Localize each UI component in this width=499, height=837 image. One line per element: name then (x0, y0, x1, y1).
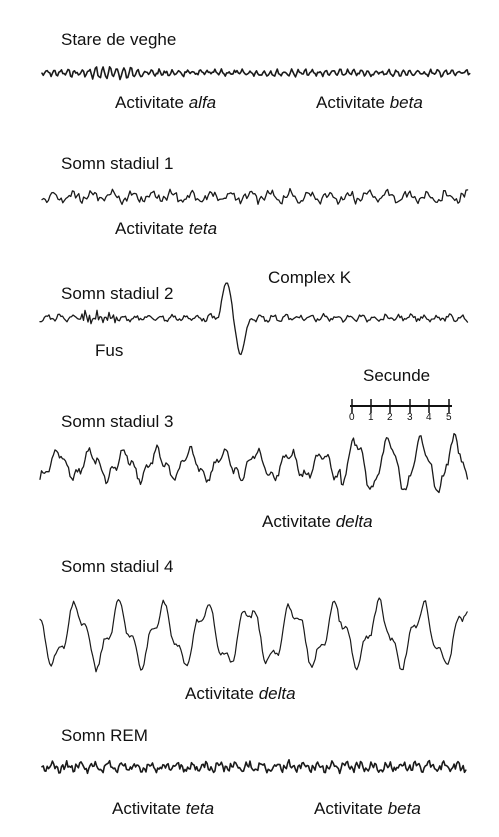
label-theta-activity: Activitate teta (115, 219, 218, 238)
label-alpha-activity: Activitate alfa (115, 93, 217, 112)
eeg-trace-stage-4 (39, 597, 468, 673)
label-sleep-spindle: Fus (95, 341, 124, 360)
label-beta-activity: Activitate beta (314, 799, 421, 818)
label-delta-activity: Activitate delta (185, 684, 296, 703)
scale-tick-label: 3 (407, 412, 413, 423)
eeg-trace-rem (41, 759, 467, 775)
eeg-trace-stage-3 (39, 432, 469, 494)
panel-title-stage-1: Somn stadiul 1 (61, 154, 174, 173)
label-beta-activity: Activitate beta (316, 93, 423, 112)
label-theta-activity: Activitate teta (112, 799, 215, 818)
panel-title-stage-3: Somn stadiul 3 (61, 412, 174, 431)
eeg-trace-stage-2 (39, 282, 469, 356)
label-delta-activity: Activitate delta (262, 512, 373, 531)
panel-title-stage-2: Somn stadiul 2 (61, 284, 174, 303)
label-k-complex: Complex K (268, 268, 352, 287)
scale-title: Secunde (363, 366, 431, 385)
scale-tick-label: 4 (426, 412, 432, 423)
eeg-trace-stage-1 (41, 187, 469, 206)
scale-tick-label: 2 (387, 412, 393, 423)
panel-title-stage-4: Somn stadiul 4 (61, 557, 174, 576)
scale-tick-label: 5 (446, 412, 452, 423)
scale-tick-label: 0 (349, 412, 355, 423)
seconds-scale-bar (350, 399, 452, 413)
panel-title-wake: Stare de veghe (61, 30, 177, 49)
eeg-trace-wake (41, 66, 471, 81)
panel-title-rem: Somn REM (61, 726, 148, 745)
scale-tick-label: 1 (368, 412, 374, 423)
